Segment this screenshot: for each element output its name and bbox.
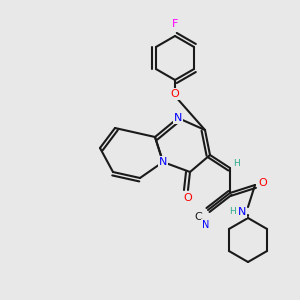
Text: N: N	[238, 207, 246, 217]
Text: H: H	[230, 208, 236, 217]
Text: N: N	[202, 220, 210, 230]
Text: H: H	[234, 158, 240, 167]
Text: O: O	[171, 89, 179, 99]
Text: C: C	[194, 212, 202, 222]
Text: O: O	[259, 178, 267, 188]
Text: F: F	[172, 19, 178, 29]
Text: N: N	[159, 157, 167, 167]
Text: N: N	[174, 113, 182, 123]
Text: O: O	[184, 193, 192, 203]
